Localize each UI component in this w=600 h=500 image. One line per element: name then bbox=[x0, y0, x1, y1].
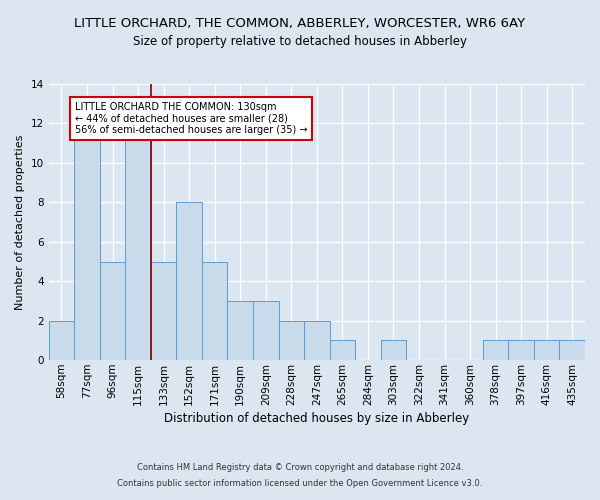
Bar bbox=[100, 262, 125, 360]
Bar bbox=[304, 320, 329, 360]
Bar bbox=[151, 262, 176, 360]
Bar bbox=[202, 262, 227, 360]
Bar bbox=[559, 340, 585, 360]
X-axis label: Distribution of detached houses by size in Abberley: Distribution of detached houses by size … bbox=[164, 412, 469, 425]
Text: LITTLE ORCHARD, THE COMMON, ABBERLEY, WORCESTER, WR6 6AY: LITTLE ORCHARD, THE COMMON, ABBERLEY, WO… bbox=[74, 18, 526, 30]
Bar bbox=[125, 124, 151, 360]
Bar bbox=[278, 320, 304, 360]
Y-axis label: Number of detached properties: Number of detached properties bbox=[15, 134, 25, 310]
Bar bbox=[534, 340, 559, 360]
Bar bbox=[49, 320, 74, 360]
Text: Contains public sector information licensed under the Open Government Licence v3: Contains public sector information licen… bbox=[118, 478, 482, 488]
Bar bbox=[253, 301, 278, 360]
Text: Size of property relative to detached houses in Abberley: Size of property relative to detached ho… bbox=[133, 35, 467, 48]
Text: LITTLE ORCHARD THE COMMON: 130sqm
← 44% of detached houses are smaller (28)
56% : LITTLE ORCHARD THE COMMON: 130sqm ← 44% … bbox=[75, 102, 307, 135]
Bar bbox=[483, 340, 508, 360]
Bar bbox=[380, 340, 406, 360]
Bar bbox=[176, 202, 202, 360]
Bar bbox=[227, 301, 253, 360]
Text: Contains HM Land Registry data © Crown copyright and database right 2024.: Contains HM Land Registry data © Crown c… bbox=[137, 464, 463, 472]
Bar bbox=[74, 124, 100, 360]
Bar bbox=[329, 340, 355, 360]
Bar bbox=[508, 340, 534, 360]
